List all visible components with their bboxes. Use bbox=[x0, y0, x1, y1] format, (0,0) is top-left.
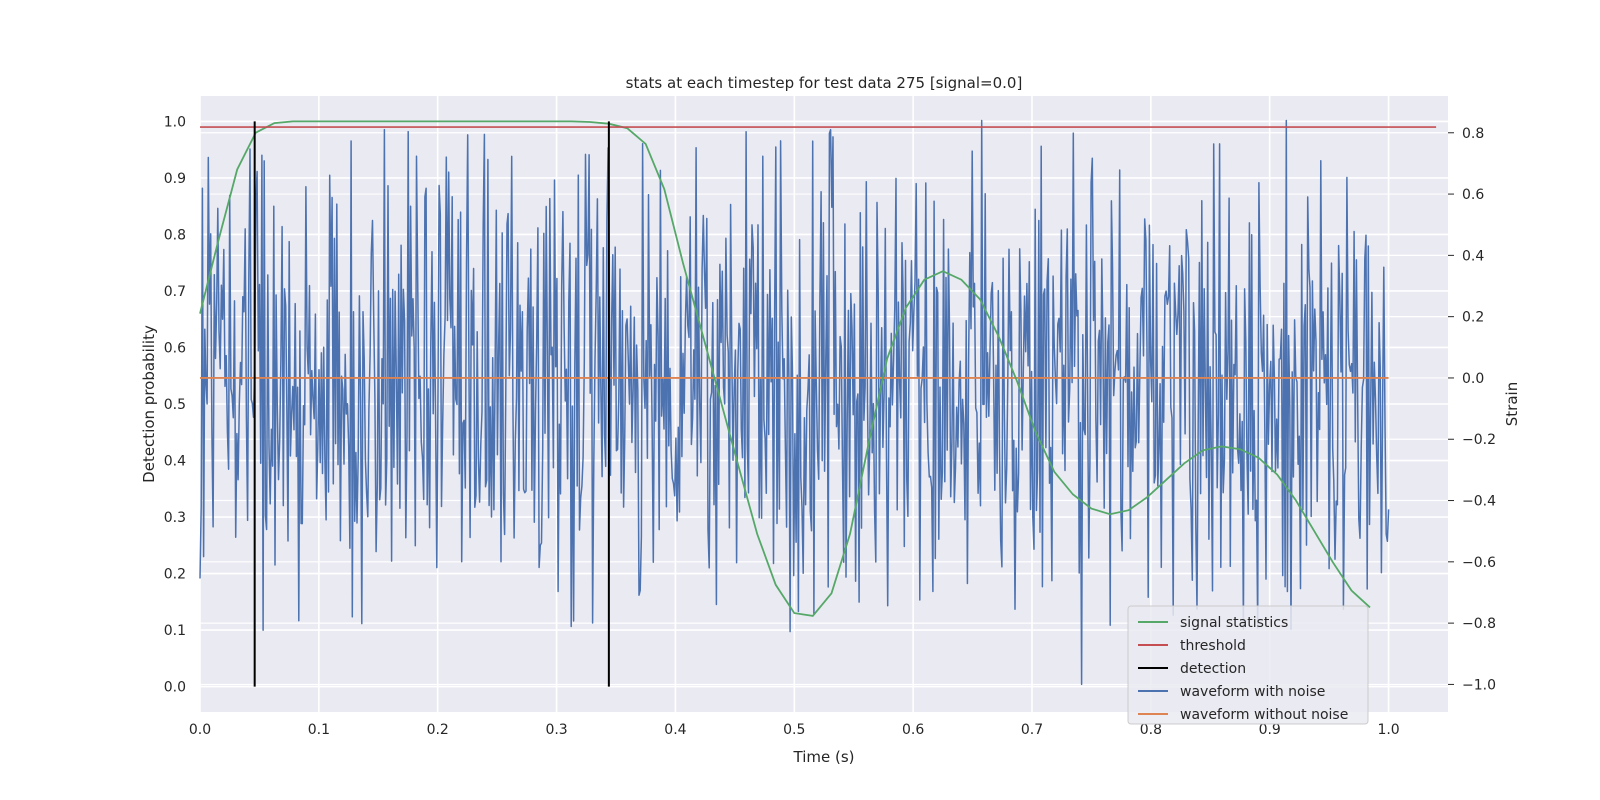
x-tick-label: 0.8 bbox=[1140, 722, 1162, 738]
x-tick-label: 0.4 bbox=[664, 722, 686, 738]
legend-label: detection bbox=[1180, 661, 1246, 677]
y-tick-label: 0.2 bbox=[164, 567, 186, 583]
y2-tick-label: 0.6 bbox=[1462, 187, 1484, 203]
legend-label: threshold bbox=[1180, 638, 1246, 654]
y2-tick-label: 0.2 bbox=[1462, 310, 1484, 326]
y-tick-label: 0.8 bbox=[164, 227, 186, 243]
y-axis-ticks: 0.0 0.1 0.2 0.3 0.4 0.5 0.6 0.7 0.8 0.9 1.0 bbox=[164, 114, 186, 695]
legend: signal statistics threshold detection wavef… bbox=[1127, 605, 1369, 725]
y2-tick-label: 0.4 bbox=[1462, 248, 1484, 264]
y2-tick-label: 0.0 bbox=[1462, 371, 1484, 387]
x-tick-label: 0.1 bbox=[308, 722, 330, 738]
legend-box bbox=[1127, 605, 1369, 725]
y2-tick-label: −1.0 bbox=[1462, 677, 1496, 693]
signal-statistics-line bbox=[199, 120, 1371, 617]
chart-title: stats at each timestep for test data 275… bbox=[626, 74, 1023, 92]
y-tick-label: 0.7 bbox=[164, 284, 186, 300]
y-tick-label: 0.3 bbox=[164, 510, 186, 526]
y-tick-label: 0.6 bbox=[164, 340, 186, 356]
x-tick-label: 0.3 bbox=[545, 722, 567, 738]
y2-tick-label: −0.2 bbox=[1462, 432, 1496, 448]
legend-label: waveform without noise bbox=[1180, 707, 1348, 723]
x-tick-label: 0.5 bbox=[783, 722, 805, 738]
y-tick-label: 0.9 bbox=[164, 171, 186, 187]
legend-label: signal statistics bbox=[1180, 615, 1288, 631]
x-tick-label: 1.0 bbox=[1377, 722, 1399, 738]
y-tick-label: 0.4 bbox=[164, 454, 186, 470]
y2-tick-label: −0.4 bbox=[1462, 494, 1496, 510]
y2-tick-label: −0.6 bbox=[1462, 555, 1496, 571]
y-tick-label: 0.1 bbox=[164, 623, 186, 639]
x-tick-label: 0.7 bbox=[1021, 722, 1043, 738]
y2-tick-label: 0.8 bbox=[1462, 126, 1484, 142]
series-detection bbox=[253, 121, 610, 687]
series-waveform-with-noise bbox=[199, 119, 1390, 686]
x-tick-label: 0.2 bbox=[427, 722, 449, 738]
y2-axis-ticks: −1.0 −0.8 −0.6 −0.4 −0.2 0.0 0.2 0.4 0.6 0.8 bbox=[1448, 126, 1496, 693]
y-axis-label: Detection probability bbox=[140, 325, 158, 483]
x-tick-label: 0.6 bbox=[902, 722, 924, 738]
x-axis-ticks: 0.0 0.1 0.2 0.3 0.4 0.5 0.6 0.7 0.8 0.9 1.0 bbox=[189, 722, 1400, 738]
x-tick-label: 0.0 bbox=[189, 722, 211, 738]
x-tick-label: 0.9 bbox=[1259, 722, 1281, 738]
waveform-with-noise-line bbox=[199, 119, 1390, 686]
legend-label: waveform with noise bbox=[1180, 684, 1325, 700]
y2-axis-label: Strain bbox=[1503, 382, 1521, 426]
x-axis-label: Time (s) bbox=[793, 748, 855, 766]
y2-tick-label: −0.8 bbox=[1462, 616, 1496, 632]
y-tick-label: 1.0 bbox=[164, 114, 186, 130]
y-tick-label: 0.5 bbox=[164, 397, 186, 413]
series-signal-statistics bbox=[199, 120, 1371, 617]
y-tick-label: 0.0 bbox=[164, 680, 186, 696]
